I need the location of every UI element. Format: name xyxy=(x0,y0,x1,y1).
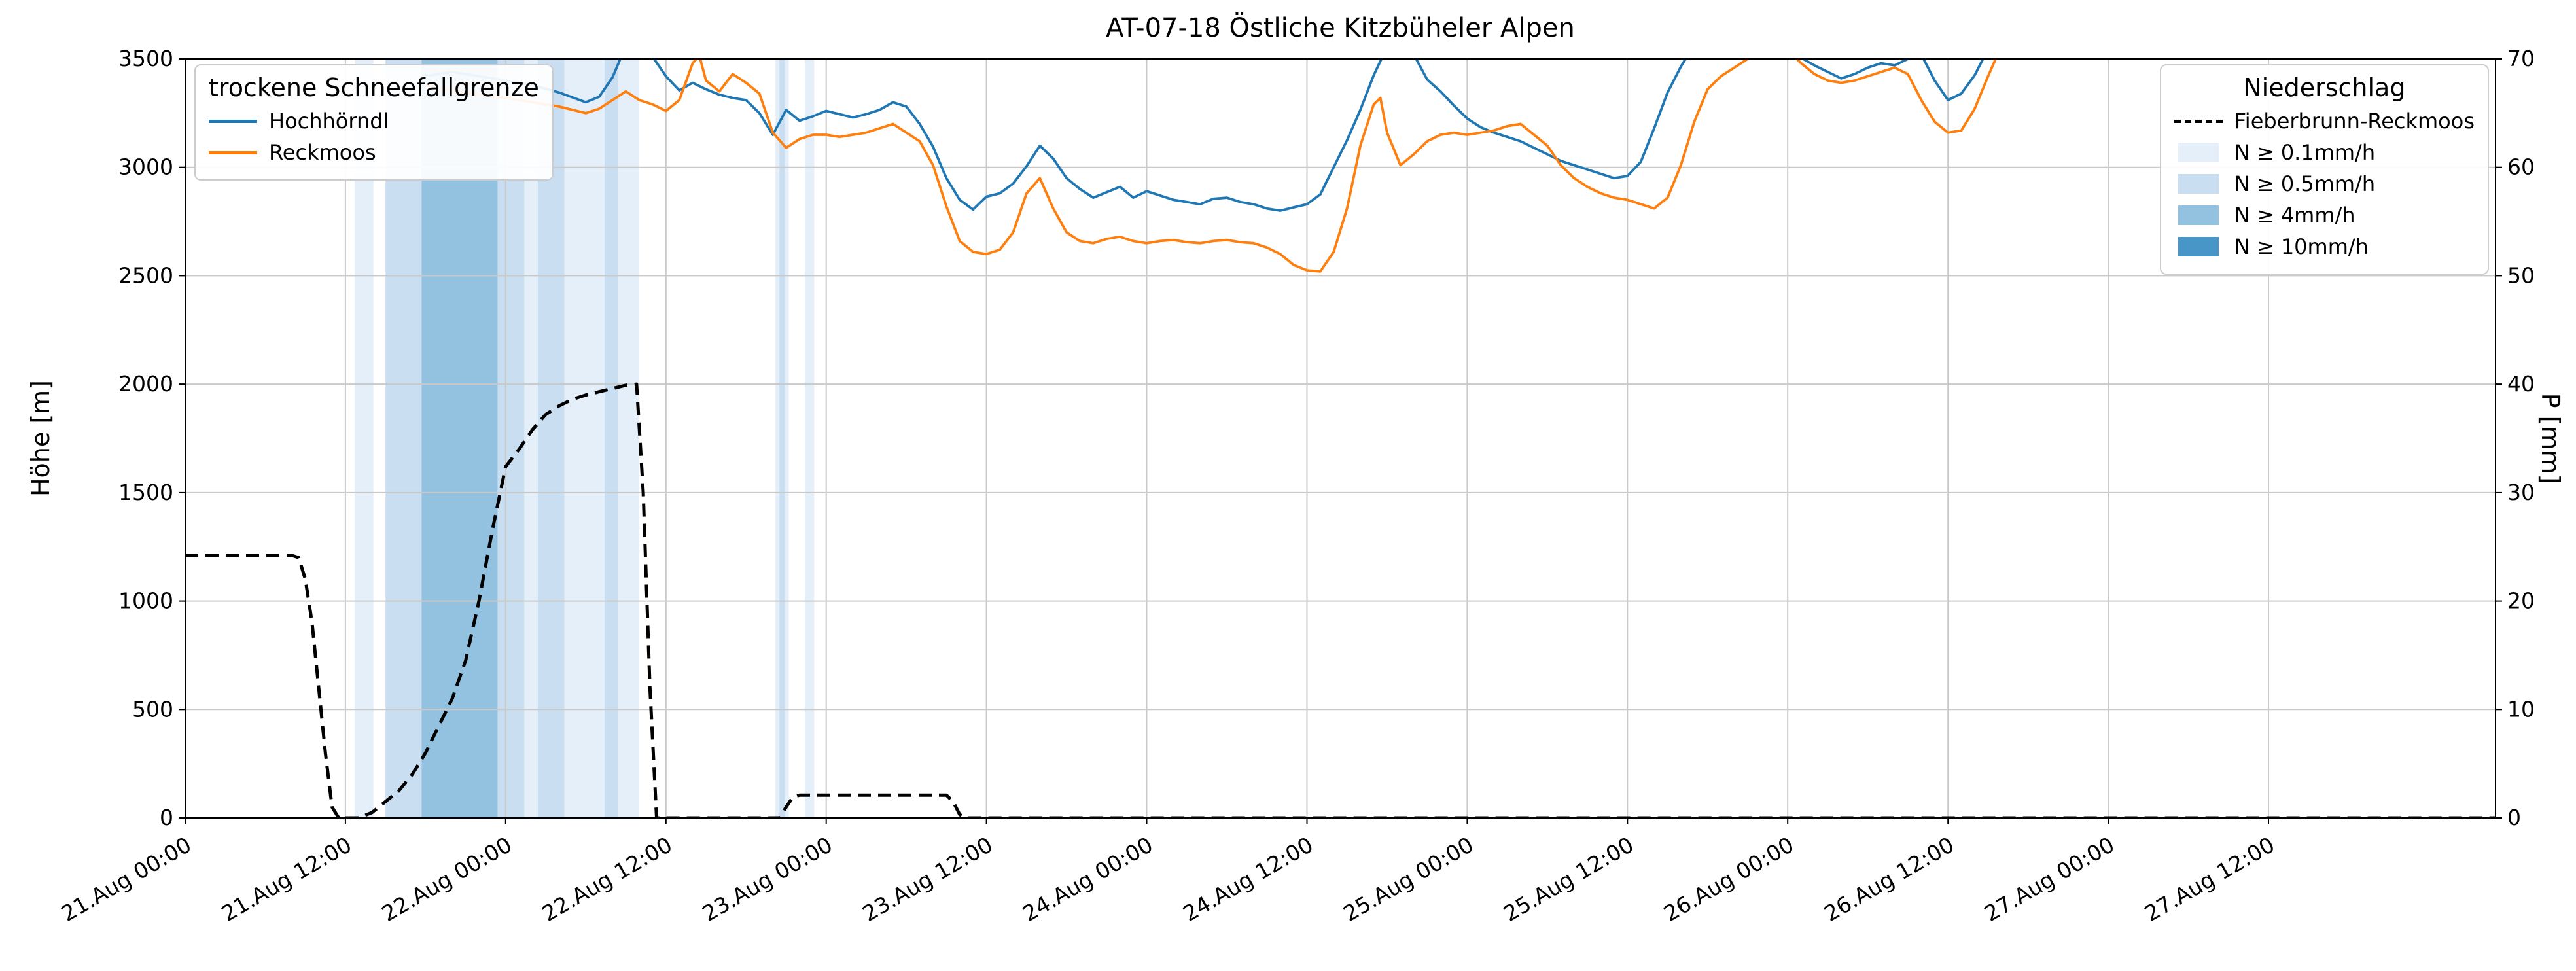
series-hochhoerndl xyxy=(425,59,1985,212)
legend-item-fieberbrunn-reckmoos: Fieberbrunn-Reckmoos xyxy=(2174,109,2475,133)
precip-band xyxy=(618,59,639,818)
series-group xyxy=(185,59,2496,818)
y-tick-label-left: 1500 xyxy=(118,480,173,505)
patch-swatch-holder xyxy=(2174,205,2223,225)
legend-item-hochhoerndl: Hochhörndl xyxy=(209,109,539,133)
legend-precip: Niederschlag Fieberbrunn-Reckmoos N ≥ 0.… xyxy=(2159,64,2489,275)
y-tick-label-left: 500 xyxy=(132,696,173,722)
n05-patch-swatch xyxy=(2178,174,2219,194)
legend-item-label: Hochhörndl xyxy=(269,109,389,133)
y-tick-label-right: 30 xyxy=(2507,480,2535,505)
x-tick-label: 27.Aug 12:00 xyxy=(2140,832,2279,927)
patch-swatch-holder xyxy=(2174,143,2223,162)
y-tick-label-right: 40 xyxy=(2507,371,2535,397)
legend-item-label: N ≥ 10mm/h xyxy=(2234,234,2369,259)
legend-item-label: N ≥ 0.1mm/h xyxy=(2234,140,2376,165)
axes-spines xyxy=(185,58,2496,819)
y-tick-label-right: 20 xyxy=(2507,588,2535,614)
precip-band xyxy=(497,59,525,818)
line-swatch-holder xyxy=(2174,119,2223,123)
precip-band xyxy=(355,59,374,818)
legend-item-n05: N ≥ 0.5mm/h xyxy=(2174,171,2475,196)
legend-item-label: Reckmoos xyxy=(269,140,376,165)
x-tick-label: 22.Aug 00:00 xyxy=(378,832,516,927)
series-fieberbrunn-reckmoos xyxy=(185,382,2496,818)
y-tick-label-left: 2000 xyxy=(118,371,173,397)
legend-item-n01: N ≥ 0.1mm/h xyxy=(2174,140,2475,165)
line-swatch-holder xyxy=(209,150,257,154)
n01-patch-swatch xyxy=(2178,143,2219,162)
y-tick-label-right: 50 xyxy=(2507,262,2535,288)
x-tick-label: 22.Aug 12:00 xyxy=(538,832,677,927)
precip-band xyxy=(779,59,785,818)
x-tick-label: 21.Aug 00:00 xyxy=(57,832,196,927)
x-tick-label: 25.Aug 00:00 xyxy=(1339,832,1477,927)
y-tick-label-left: 2500 xyxy=(118,262,173,288)
x-tick-label: 26.Aug 00:00 xyxy=(1659,832,1798,927)
y-tick-label-left: 1000 xyxy=(118,588,173,614)
fieberbrunn-dashed-line-swatch xyxy=(2174,119,2223,123)
y-tick-label-right: 70 xyxy=(2507,46,2535,71)
legend-item-label: N ≥ 4mm/h xyxy=(2234,203,2355,228)
y-tick-label-right: 0 xyxy=(2507,805,2521,830)
y-tick-label-left: 3500 xyxy=(118,46,173,71)
x-tick-label: 27.Aug 00:00 xyxy=(1980,832,2119,927)
left-axis-label: Höhe [m] xyxy=(26,380,55,497)
x-tick-label: 26.Aug 12:00 xyxy=(1820,832,1958,927)
chart-title: AT-07-18 Östliche Kitzbüheler Alpen xyxy=(1106,13,1575,43)
legend-item-n4: N ≥ 4mm/h xyxy=(2174,203,2475,228)
series-reckmoos xyxy=(425,59,1998,273)
legend-snowline-title: trockene Schneefallgrenze xyxy=(209,73,539,102)
x-tick-label: 24.Aug 12:00 xyxy=(1178,832,1317,927)
x-tick-label: 21.Aug 12:00 xyxy=(217,832,356,927)
precip-band xyxy=(421,59,498,818)
y-tick-label-right: 60 xyxy=(2507,154,2535,180)
legend-snowline: trockene Schneefallgrenze Hochhörndl Rec… xyxy=(194,64,554,181)
precip-band xyxy=(604,59,618,818)
x-tick-label: 24.Aug 00:00 xyxy=(1018,832,1157,927)
precip-band xyxy=(385,59,422,818)
x-tick-label: 25.Aug 12:00 xyxy=(1499,832,1638,927)
precip-bands xyxy=(355,59,815,818)
legend-item-label: Fieberbrunn-Reckmoos xyxy=(2234,109,2475,133)
reckmoos-line-swatch xyxy=(209,150,257,154)
right-axis-label: P [mm] xyxy=(2536,393,2565,484)
patch-swatch-holder xyxy=(2174,174,2223,194)
precip-band xyxy=(537,59,565,818)
y-tick-label-left: 3000 xyxy=(118,154,173,180)
legend-item-label: N ≥ 0.5mm/h xyxy=(2234,171,2376,196)
precip-band xyxy=(564,59,605,818)
y-tick-label-right: 10 xyxy=(2507,696,2535,722)
legend-item-n10: N ≥ 10mm/h xyxy=(2174,234,2475,259)
precip-band xyxy=(805,59,815,818)
n10-patch-swatch xyxy=(2178,237,2219,256)
line-swatch-holder xyxy=(209,119,257,123)
x-tick-label: 23.Aug 12:00 xyxy=(858,832,997,927)
patch-swatch-holder xyxy=(2174,237,2223,256)
n4-patch-swatch xyxy=(2178,205,2219,225)
precip-band xyxy=(524,59,538,818)
y-tick-label-left: 0 xyxy=(160,805,173,830)
hochhoerndl-line-swatch xyxy=(209,119,257,123)
x-tick-label: 23.Aug 00:00 xyxy=(697,832,836,927)
legend-precip-title: Niederschlag xyxy=(2243,73,2406,102)
legend-item-reckmoos: Reckmoos xyxy=(209,140,539,165)
